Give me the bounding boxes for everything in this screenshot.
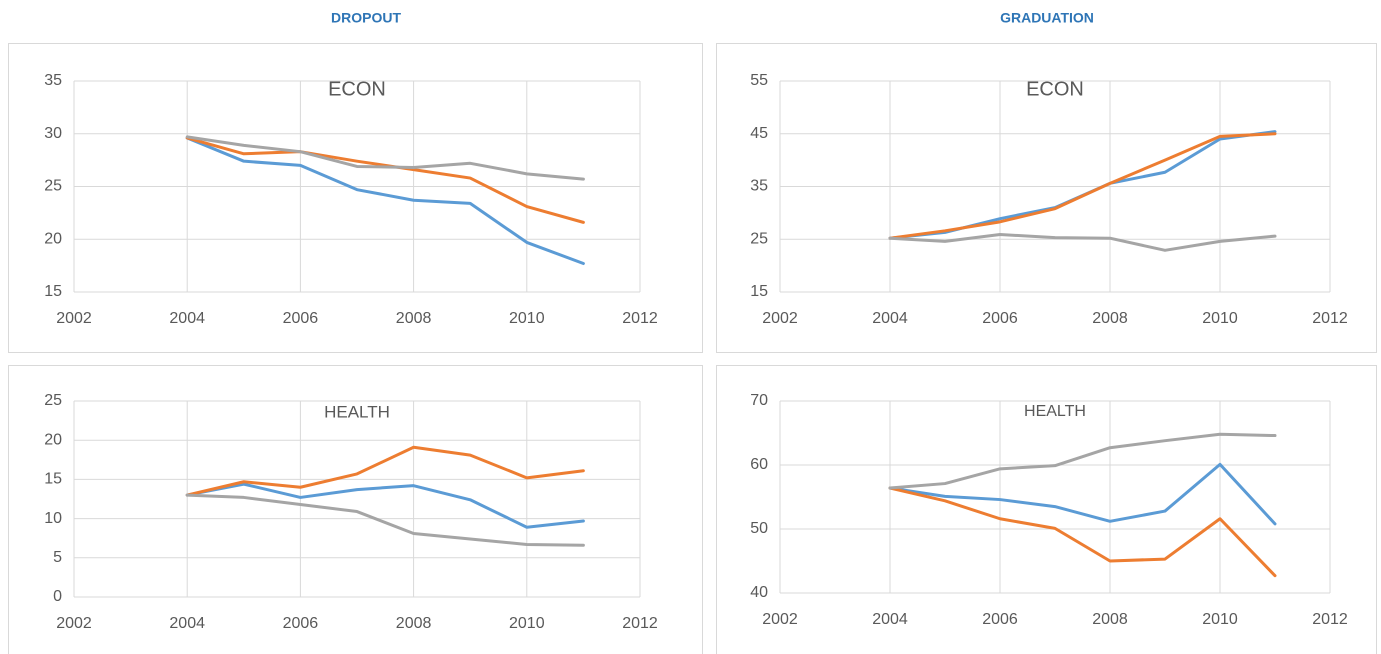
data-line — [888, 462, 1277, 526]
x-tick-label: 2002 — [762, 310, 798, 327]
data-line — [888, 486, 1277, 578]
chart-title: HEALTH — [1024, 403, 1086, 420]
data-line — [185, 136, 585, 266]
y-tick-label: 0 — [53, 588, 62, 605]
x-tick-label: 2006 — [283, 615, 319, 632]
y-tick-label: 35 — [750, 178, 768, 195]
x-tick-label: 2012 — [1312, 611, 1348, 628]
data-line — [185, 135, 585, 181]
x-tick-label: 2012 — [622, 310, 658, 327]
x-tick-label: 2008 — [1092, 611, 1128, 628]
x-tick-label: 2010 — [1202, 310, 1238, 327]
y-tick-label: 10 — [44, 510, 62, 527]
x-tick-label: 2010 — [509, 310, 545, 327]
y-tick-label: 25 — [750, 230, 768, 247]
data-line — [888, 233, 1277, 252]
data-line — [185, 136, 585, 224]
data-line — [888, 132, 1277, 240]
column-header: GRADUATION — [1000, 10, 1094, 26]
y-tick-label: 25 — [44, 392, 62, 409]
x-tick-label: 2008 — [396, 615, 432, 632]
y-tick-label: 35 — [44, 72, 62, 89]
y-tick-label: 60 — [750, 456, 768, 473]
x-tick-label: 2002 — [56, 310, 92, 327]
y-tick-label: 15 — [750, 283, 768, 300]
x-tick-label: 2012 — [1312, 310, 1348, 327]
chart-panel — [8, 43, 703, 353]
x-tick-label: 2008 — [396, 310, 432, 327]
x-tick-label: 2004 — [169, 310, 205, 327]
data-line — [185, 482, 585, 529]
x-tick-label: 2006 — [283, 310, 319, 327]
x-tick-label: 2006 — [982, 310, 1018, 327]
x-tick-label: 2002 — [56, 615, 92, 632]
data-line — [888, 432, 1277, 490]
x-tick-label: 2012 — [622, 615, 658, 632]
chart-title: ECON — [1026, 78, 1084, 100]
data-line — [185, 445, 585, 497]
x-tick-label: 2008 — [1092, 310, 1128, 327]
chart-title: HEALTH — [324, 402, 390, 421]
x-tick-label: 2006 — [982, 611, 1018, 628]
y-tick-label: 5 — [53, 549, 62, 566]
y-tick-label: 15 — [44, 283, 62, 300]
y-tick-label: 45 — [750, 125, 768, 142]
chart-title: ECON — [328, 78, 386, 100]
data-line — [185, 493, 585, 547]
y-tick-label: 20 — [44, 230, 62, 247]
y-tick-label: 20 — [44, 431, 62, 448]
chart-panel — [716, 43, 1377, 353]
x-tick-label: 2004 — [872, 310, 908, 327]
y-tick-label: 70 — [750, 392, 768, 409]
x-tick-label: 2010 — [509, 615, 545, 632]
chart-panel — [716, 365, 1377, 654]
y-tick-label: 30 — [44, 125, 62, 142]
x-tick-label: 2004 — [169, 615, 205, 632]
y-tick-label: 55 — [750, 72, 768, 89]
y-tick-label: 25 — [44, 178, 62, 195]
x-tick-label: 2002 — [762, 611, 798, 628]
x-tick-label: 2004 — [872, 611, 908, 628]
column-header: DROPOUT — [331, 10, 401, 26]
x-tick-label: 2010 — [1202, 611, 1238, 628]
y-tick-label: 15 — [44, 471, 62, 488]
y-tick-label: 50 — [750, 520, 768, 537]
chart-panel — [8, 365, 703, 654]
y-tick-label: 40 — [750, 584, 768, 601]
